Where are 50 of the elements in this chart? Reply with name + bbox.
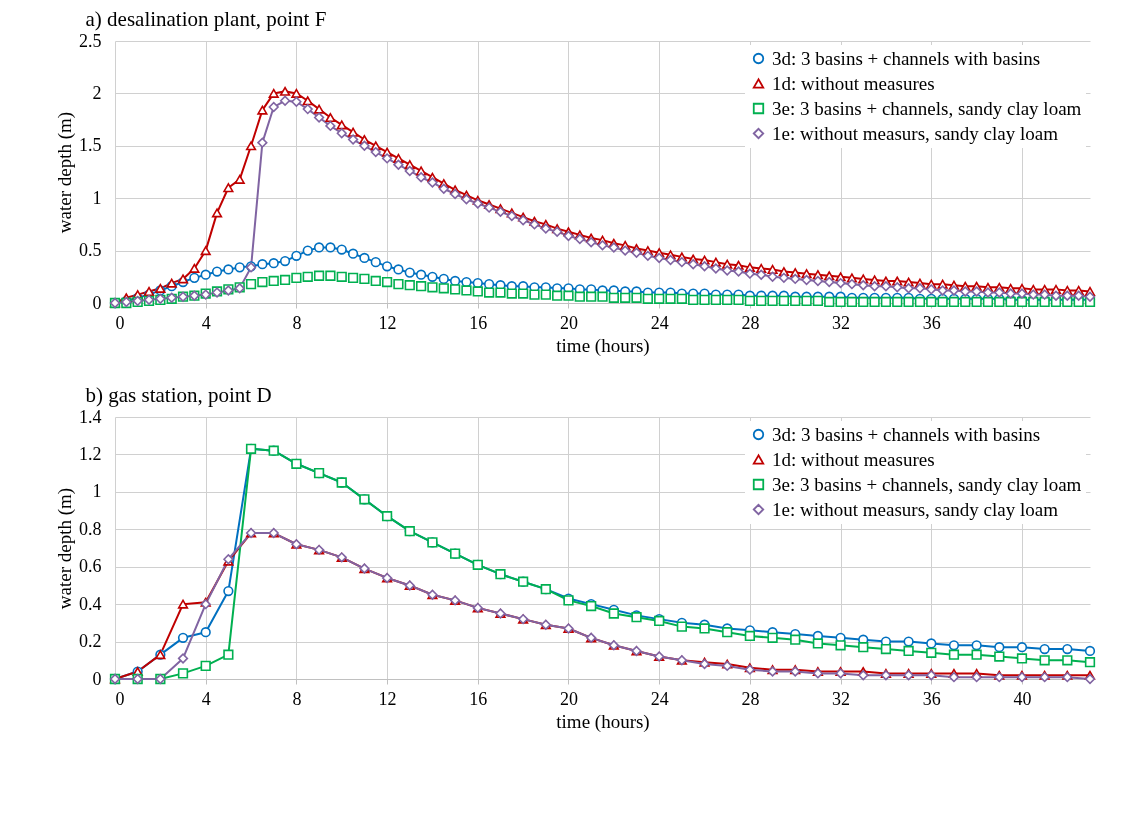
- x-tick-label: 28: [741, 312, 760, 333]
- x-tick-label: 32: [832, 312, 851, 333]
- legend-label: 1d: without measures: [772, 448, 935, 470]
- y-tick-label: 0.8: [79, 518, 102, 539]
- y-tick-label: 2.5: [79, 30, 102, 51]
- y-tick-label: 1.4: [79, 406, 102, 427]
- x-tick-label: 32: [832, 688, 851, 709]
- y-tick-label: 1: [92, 187, 102, 208]
- x-tick-label: 8: [292, 312, 302, 333]
- chart-title: b) gas station, point D: [85, 383, 272, 407]
- y-tick-label: 1.2: [79, 443, 102, 464]
- x-tick-label: 16: [469, 688, 488, 709]
- y-tick-label: 0: [92, 668, 102, 689]
- y-tick-label: 0.4: [79, 593, 102, 614]
- y-tick-label: 0.5: [79, 240, 102, 261]
- x-tick-label: 36: [922, 688, 941, 709]
- x-tick-label: 0: [115, 312, 125, 333]
- legend-label: 3d: 3 basins + channels with basins: [772, 423, 1041, 445]
- x-tick-label: 20: [559, 688, 578, 709]
- y-axis-title: water depth (m): [54, 487, 76, 610]
- x-tick-label: 20: [559, 312, 578, 333]
- x-tick-label: 12: [378, 312, 397, 333]
- x-tick-label: 40: [1013, 312, 1032, 333]
- y-axis-title: water depth (m): [54, 111, 76, 234]
- y-tick-label: 0.2: [79, 631, 102, 652]
- x-tick-label: 8: [292, 688, 302, 709]
- x-axis-title: time (hours): [556, 710, 650, 733]
- legend-label: 3e: 3 basins + channels, sandy clay loam: [772, 97, 1082, 119]
- x-tick-label: 36: [922, 312, 941, 333]
- legend-label: 3e: 3 basins + channels, sandy clay loam: [772, 473, 1082, 495]
- x-tick-label: 24: [650, 688, 669, 709]
- x-tick-label: 0: [115, 688, 125, 709]
- y-tick-label: 2: [92, 82, 102, 103]
- x-tick-label: 16: [469, 312, 488, 333]
- x-tick-label: 4: [201, 688, 211, 709]
- legend-label: 1e: without measurs, sandy clay loam: [772, 498, 1059, 520]
- x-axis-title: time (hours): [556, 334, 650, 357]
- x-tick-label: 24: [650, 312, 669, 333]
- y-tick-label: 1: [92, 481, 102, 502]
- x-tick-label: 4: [201, 312, 211, 333]
- y-tick-label: 0.6: [79, 556, 102, 577]
- x-tick-label: 40: [1013, 688, 1032, 709]
- legend-label: 3d: 3 basins + channels with basins: [772, 47, 1041, 69]
- legend-label: 1d: without measures: [772, 72, 935, 94]
- y-tick-label: 1.5: [79, 135, 102, 156]
- chart-title: a) desalination plant, point F: [85, 7, 327, 31]
- y-tick-label: 0: [92, 292, 102, 313]
- legend-label: 1e: without measurs, sandy clay loam: [772, 122, 1059, 144]
- x-tick-label: 28: [741, 688, 760, 709]
- x-tick-label: 12: [378, 688, 397, 709]
